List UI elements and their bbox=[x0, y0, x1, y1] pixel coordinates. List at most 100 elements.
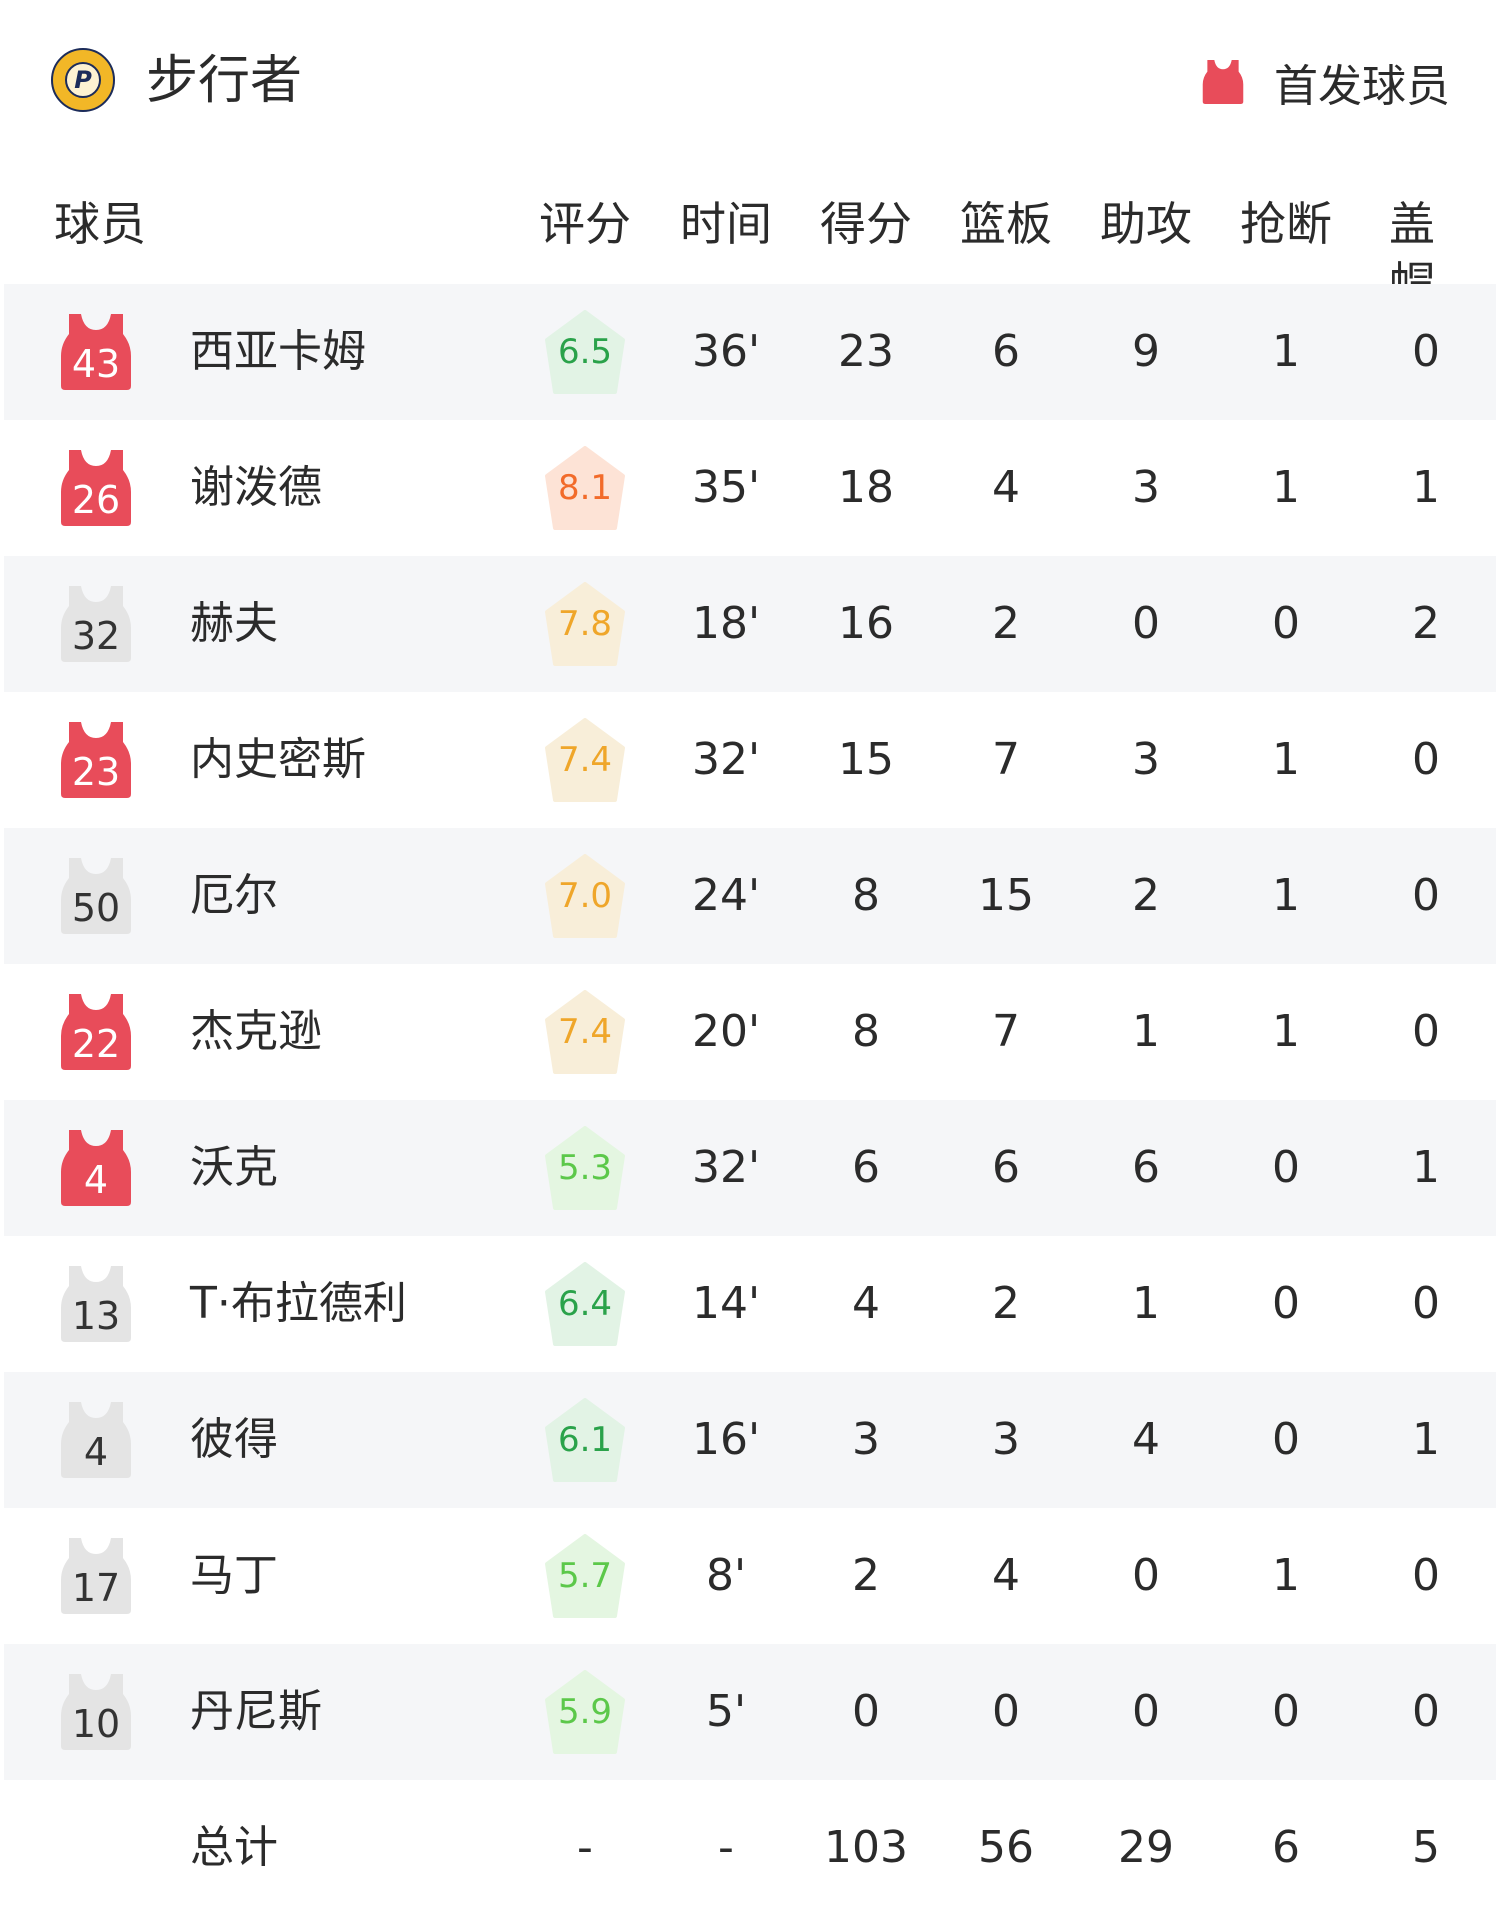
stat-steals: 1 bbox=[1272, 1006, 1300, 1057]
stat-minutes: 35' bbox=[691, 462, 761, 513]
player-name[interactable]: 杰克逊 bbox=[190, 1006, 322, 1057]
player-name[interactable]: T·布拉德利 bbox=[190, 1278, 407, 1329]
stat-assists: 2 bbox=[1132, 870, 1160, 921]
stat-blocks: 0 bbox=[1412, 1550, 1440, 1601]
player-row[interactable]: 23 内史密斯 7.4 32' 15 7 3 1 0 bbox=[4, 692, 1496, 828]
stat-points: 0 bbox=[852, 1686, 880, 1737]
stat-rebounds: 6 bbox=[992, 1142, 1020, 1193]
col-time[interactable]: 时间 bbox=[680, 197, 772, 251]
player-name[interactable]: 彼得 bbox=[190, 1414, 278, 1465]
jersey-icon bbox=[1202, 60, 1244, 104]
player-row[interactable]: 43 西亚卡姆 6.5 36' 23 6 9 1 0 bbox=[4, 284, 1496, 420]
team-logo: P bbox=[51, 48, 115, 112]
rating-value: 5.7 bbox=[557, 1556, 613, 1596]
stat-minutes: 16' bbox=[691, 1414, 761, 1465]
stat-points: 15 bbox=[838, 734, 894, 785]
player-row[interactable]: 22 杰克逊 7.4 20' 8 7 1 1 0 bbox=[4, 964, 1496, 1100]
stat-points: 23 bbox=[838, 326, 894, 377]
stat-points: 2 bbox=[852, 1550, 880, 1601]
stat-rebounds: 15 bbox=[978, 870, 1034, 921]
stat-points: 3 bbox=[852, 1414, 880, 1465]
player-row[interactable]: 10 丹尼斯 5.9 5' 0 0 0 0 0 bbox=[4, 1644, 1496, 1780]
stat-blocks: 1 bbox=[1412, 1414, 1440, 1465]
player-name[interactable]: 丹尼斯 bbox=[190, 1686, 322, 1737]
stat-steals: 0 bbox=[1272, 1142, 1300, 1193]
totals-row: 总计 - - 103 56 29 6 5 bbox=[4, 1780, 1496, 1916]
stat-minutes: 32' bbox=[691, 1142, 761, 1193]
stat-blocks: 0 bbox=[1412, 1006, 1440, 1057]
col-steals[interactable]: 抢断 bbox=[1240, 197, 1332, 251]
rating-value: 6.4 bbox=[557, 1284, 613, 1324]
stat-assists: 4 bbox=[1132, 1414, 1160, 1465]
player-row[interactable]: 13 T·布拉德利 6.4 14' 4 2 1 0 0 bbox=[4, 1236, 1496, 1372]
jersey-icon: 13 bbox=[61, 1266, 131, 1342]
team-header: P 步行者 首发球员 bbox=[0, 40, 1500, 122]
player-row[interactable]: 50 厄尔 7.0 24' 8 15 2 1 0 bbox=[4, 828, 1496, 964]
stat-assists: 3 bbox=[1132, 734, 1160, 785]
jersey-number: 4 bbox=[83, 1430, 109, 1474]
stat-blocks: 0 bbox=[1412, 870, 1440, 921]
stat-steals: 1 bbox=[1272, 326, 1300, 377]
stat-points: 18 bbox=[838, 462, 894, 513]
totals-label: 总计 bbox=[190, 1822, 278, 1873]
stat-assists: 0 bbox=[1132, 1550, 1160, 1601]
col-rebounds[interactable]: 篮板 bbox=[960, 197, 1052, 251]
jersey-number: 4 bbox=[83, 1158, 109, 1202]
jersey-number: 26 bbox=[71, 478, 121, 522]
jersey-number: 43 bbox=[71, 342, 121, 386]
totals-points: 103 bbox=[824, 1822, 908, 1873]
stat-minutes: 32' bbox=[691, 734, 761, 785]
jersey-number: 10 bbox=[71, 1702, 121, 1746]
stat-rebounds: 2 bbox=[992, 598, 1020, 649]
stat-minutes: 36' bbox=[691, 326, 761, 377]
totals-assists: 29 bbox=[1118, 1822, 1174, 1873]
jersey-icon: 43 bbox=[61, 314, 131, 390]
stat-blocks: 2 bbox=[1412, 598, 1440, 649]
jersey-icon: 4 bbox=[61, 1130, 131, 1206]
rating-badge: 7.0 bbox=[545, 854, 625, 938]
stat-rebounds: 4 bbox=[992, 462, 1020, 513]
player-name[interactable]: 马丁 bbox=[190, 1550, 278, 1601]
stat-assists: 1 bbox=[1132, 1278, 1160, 1329]
stat-steals: 1 bbox=[1272, 870, 1300, 921]
rating-badge: 6.1 bbox=[545, 1398, 625, 1482]
rating-value: 5.9 bbox=[557, 1692, 613, 1732]
jersey-number: 32 bbox=[71, 614, 121, 658]
table-header: 球员 评分 时间 得分 篮板 助攻 抢断 盖帽 bbox=[0, 194, 1500, 311]
col-points[interactable]: 得分 bbox=[820, 197, 912, 251]
player-name[interactable]: 谢泼德 bbox=[190, 462, 322, 513]
stat-minutes: 8' bbox=[705, 1550, 747, 1601]
stat-rebounds: 0 bbox=[992, 1686, 1020, 1737]
rating-badge: 7.8 bbox=[545, 582, 625, 666]
totals-rebounds: 56 bbox=[978, 1822, 1034, 1873]
player-name[interactable]: 沃克 bbox=[190, 1142, 278, 1193]
player-name[interactable]: 厄尔 bbox=[190, 870, 278, 921]
stat-points: 8 bbox=[852, 870, 880, 921]
stat-steals: 0 bbox=[1272, 1686, 1300, 1737]
player-row[interactable]: 4 沃克 5.3 32' 6 6 6 0 1 bbox=[4, 1100, 1496, 1236]
rating-value: 7.4 bbox=[557, 740, 613, 780]
player-row[interactable]: 4 彼得 6.1 16' 3 3 4 0 1 bbox=[4, 1372, 1496, 1508]
player-name[interactable]: 赫夫 bbox=[190, 598, 278, 649]
totals-steals: 6 bbox=[1272, 1822, 1300, 1873]
col-rating[interactable]: 评分 bbox=[539, 197, 631, 251]
player-name[interactable]: 内史密斯 bbox=[190, 734, 366, 785]
stat-rebounds: 7 bbox=[992, 1006, 1020, 1057]
rating-badge: 5.9 bbox=[545, 1670, 625, 1754]
player-row[interactable]: 26 谢泼德 8.1 35' 18 4 3 1 1 bbox=[4, 420, 1496, 556]
totals-rating: - bbox=[577, 1822, 593, 1873]
player-name[interactable]: 西亚卡姆 bbox=[190, 326, 366, 377]
stat-blocks: 1 bbox=[1412, 1142, 1440, 1193]
stat-rebounds: 2 bbox=[992, 1278, 1020, 1329]
rating-badge: 5.7 bbox=[545, 1534, 625, 1618]
stat-rebounds: 6 bbox=[992, 326, 1020, 377]
stat-blocks: 1 bbox=[1412, 462, 1440, 513]
col-assists[interactable]: 助攻 bbox=[1100, 197, 1192, 251]
stat-points: 8 bbox=[852, 1006, 880, 1057]
rating-badge: 6.5 bbox=[545, 310, 625, 394]
player-row[interactable]: 32 赫夫 7.8 18' 16 2 0 0 2 bbox=[4, 556, 1496, 692]
stat-rebounds: 7 bbox=[992, 734, 1020, 785]
stat-points: 6 bbox=[852, 1142, 880, 1193]
player-row[interactable]: 17 马丁 5.7 8' 2 4 0 1 0 bbox=[4, 1508, 1496, 1644]
stat-steals: 1 bbox=[1272, 734, 1300, 785]
